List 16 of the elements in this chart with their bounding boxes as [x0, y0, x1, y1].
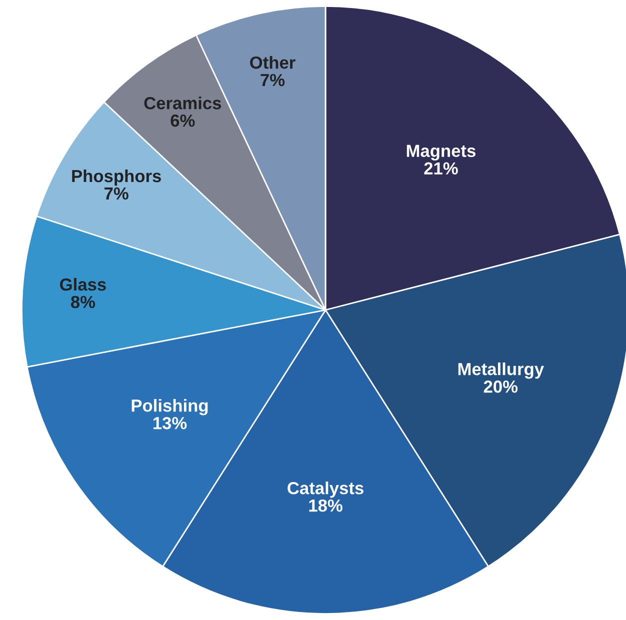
slice-label: Ceramics	[144, 96, 222, 110]
slice-label: Glass	[60, 278, 106, 291]
slice-label: Metallurgy	[458, 362, 544, 379]
slice-label: Other	[250, 56, 296, 69]
data-label: 18%	[309, 499, 342, 512]
data-label: 13%	[153, 416, 187, 430]
data-label: 20%	[484, 380, 518, 393]
slice-label: Phosphors	[72, 169, 161, 186]
slice-label: Magnets	[406, 144, 476, 161]
data-label: 8%	[70, 296, 96, 308]
data-label: 6%	[170, 114, 195, 127]
slice-label: Catalysts	[288, 482, 364, 498]
data-label: 7%	[104, 187, 128, 200]
slice-label: Polishing	[132, 399, 208, 416]
data-label: 7%	[260, 74, 285, 86]
data-label: 21%	[424, 162, 458, 175]
